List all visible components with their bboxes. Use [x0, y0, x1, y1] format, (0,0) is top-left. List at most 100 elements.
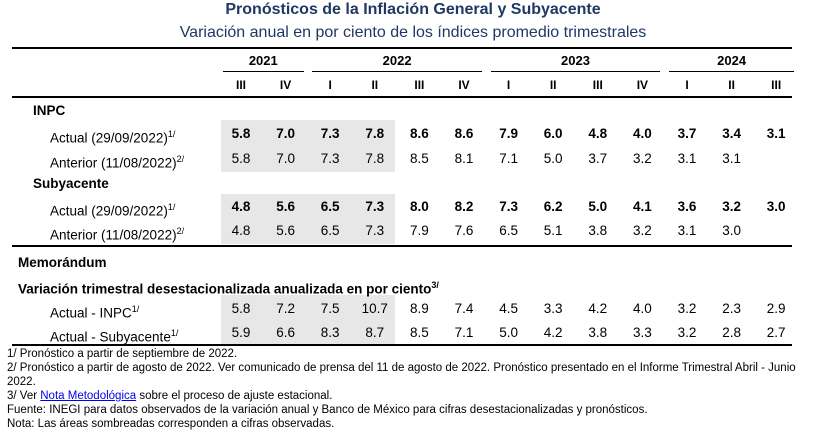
row-label: Subyacente: [33, 175, 109, 193]
value-cell: 8.5: [410, 151, 429, 166]
footnote-ref: 1/: [170, 328, 179, 338]
value-cell: 7.8: [365, 126, 385, 141]
value-cell: 5.0: [588, 199, 608, 214]
value-cell: 3.1: [677, 223, 697, 238]
value-cell: 7.9: [410, 223, 429, 238]
row-label-text: Actual - Subyacente: [50, 329, 171, 345]
value-cell: 7.6: [454, 223, 474, 238]
value-cell: 3.1: [722, 151, 741, 166]
value-cell: 7.5: [320, 301, 340, 316]
quarter-label: IV: [458, 78, 470, 92]
value-cell: 8.6: [454, 126, 474, 141]
value-cell: 3.2: [722, 199, 741, 214]
value-cell: 3.7: [588, 151, 608, 166]
value-cell: 7.8: [365, 151, 385, 166]
row-label: Actual (29/09/2022)1/: [50, 125, 176, 146]
year-label: 2023: [561, 53, 590, 68]
row-label-text: Subyacente: [33, 176, 109, 191]
quarter-label: III: [414, 78, 425, 92]
row-label: INPC: [33, 102, 65, 120]
nota-metodologica-link[interactable]: Nota Metodológica: [40, 390, 137, 402]
row-label: Actual (29/09/2022)1/: [50, 198, 175, 219]
row-label-text: Anterior (11/08/2022): [50, 155, 177, 171]
value-cell: 4.8: [231, 223, 251, 238]
value-cell: 5.1: [543, 223, 563, 238]
row-label: Actual - Subyacente1/: [50, 324, 179, 345]
value-cell: 4.2: [588, 301, 608, 316]
observed-shade-block: [221, 295, 395, 344]
year-label: 2021: [248, 53, 278, 68]
value-cell: 8.2: [454, 199, 474, 214]
value-cell: 4.1: [633, 199, 652, 214]
row-label-text: Actual (29/09/2022): [50, 203, 168, 219]
row-label: Anterior (11/08/2022)2/: [50, 222, 184, 243]
value-cell: 7.0: [276, 126, 295, 141]
quarter-label: III: [771, 78, 782, 92]
footnote-source: Fuente: INEGI para datos observados de l…: [7, 404, 648, 416]
value-cell: 5.8: [231, 301, 251, 316]
value-cell: 7.1: [499, 151, 518, 166]
value-cell: 5.8: [231, 151, 251, 166]
value-cell: 3.2: [677, 325, 697, 340]
value-cell: 5.0: [499, 325, 518, 340]
quarter-label: IV: [636, 78, 649, 92]
value-cell: 10.7: [361, 301, 388, 316]
header-bottom-rule: [12, 96, 792, 98]
value-cell: 6.5: [320, 199, 340, 214]
value-cell: 5.8: [231, 126, 251, 141]
row-label: Variación trimestral desestacionalizada …: [18, 276, 439, 297]
value-cell: 6.5: [320, 223, 340, 238]
value-cell: 4.8: [588, 126, 608, 141]
page-title: Pronósticos de la Inflación General y Su…: [225, 1, 601, 18]
quarter-label: II: [371, 78, 379, 92]
quarter-label: III: [592, 78, 603, 92]
footnote-ref: 2/: [176, 154, 185, 164]
quarter-label: IV: [279, 78, 292, 92]
row-label: Actual - INPC1/: [50, 300, 140, 321]
year-label: 2024: [717, 53, 747, 68]
value-cell: 3.8: [588, 223, 608, 238]
year-label: 2022: [382, 53, 412, 68]
value-cell: 5.6: [276, 223, 295, 238]
row-label-text: Actual (29/09/2022): [50, 130, 168, 146]
value-cell: 8.6: [410, 126, 429, 141]
value-cell: 2.7: [766, 325, 786, 340]
value-cell: 2.8: [722, 325, 741, 340]
year-underline: [223, 71, 304, 72]
value-cell: [754, 222, 798, 240]
value-cell: [754, 150, 798, 168]
value-cell: 6.5: [499, 223, 518, 238]
quarter-label: II: [728, 78, 735, 92]
value-cell: 3.6: [677, 199, 697, 214]
value-cell: 7.2: [276, 301, 295, 316]
value-cell: 7.1: [454, 325, 474, 340]
value-cell: 3.8: [588, 325, 608, 340]
footnote-1: 1/ Pronóstico a partir de septiembre de …: [7, 348, 238, 360]
value-cell: 7.0: [276, 151, 295, 166]
footnote-ref: 1/: [131, 304, 140, 314]
row-label-text: Anterior (11/08/2022): [50, 227, 177, 243]
value-cell: 3.3: [543, 301, 563, 316]
value-cell: 6.2: [543, 199, 563, 214]
value-cell: 5.6: [276, 199, 295, 214]
quarter-label: III: [235, 78, 246, 92]
value-cell: 4.2: [543, 325, 563, 340]
footnote-ref: 1/: [167, 129, 176, 139]
quarter-label: II: [549, 78, 557, 92]
value-cell: 4.0: [633, 301, 652, 316]
value-cell: 7.3: [365, 199, 385, 214]
value-cell: 7.3: [320, 151, 340, 166]
value-cell: 7.4: [454, 301, 474, 316]
header-top-rule: [12, 47, 792, 49]
value-cell: 8.9: [410, 301, 429, 316]
value-cell: 8.7: [365, 325, 385, 340]
value-cell: 5.0: [543, 151, 563, 166]
footnote-shading: Nota: Las áreas sombreadas corresponden …: [7, 418, 335, 430]
value-cell: 3.2: [677, 301, 697, 316]
value-cell: 4.0: [633, 126, 652, 141]
value-cell: 7.9: [499, 126, 518, 141]
year-underline: [490, 71, 661, 72]
value-cell: 8.0: [410, 199, 429, 214]
quarter-label: I: [685, 78, 689, 92]
value-cell: 4.5: [499, 301, 518, 316]
